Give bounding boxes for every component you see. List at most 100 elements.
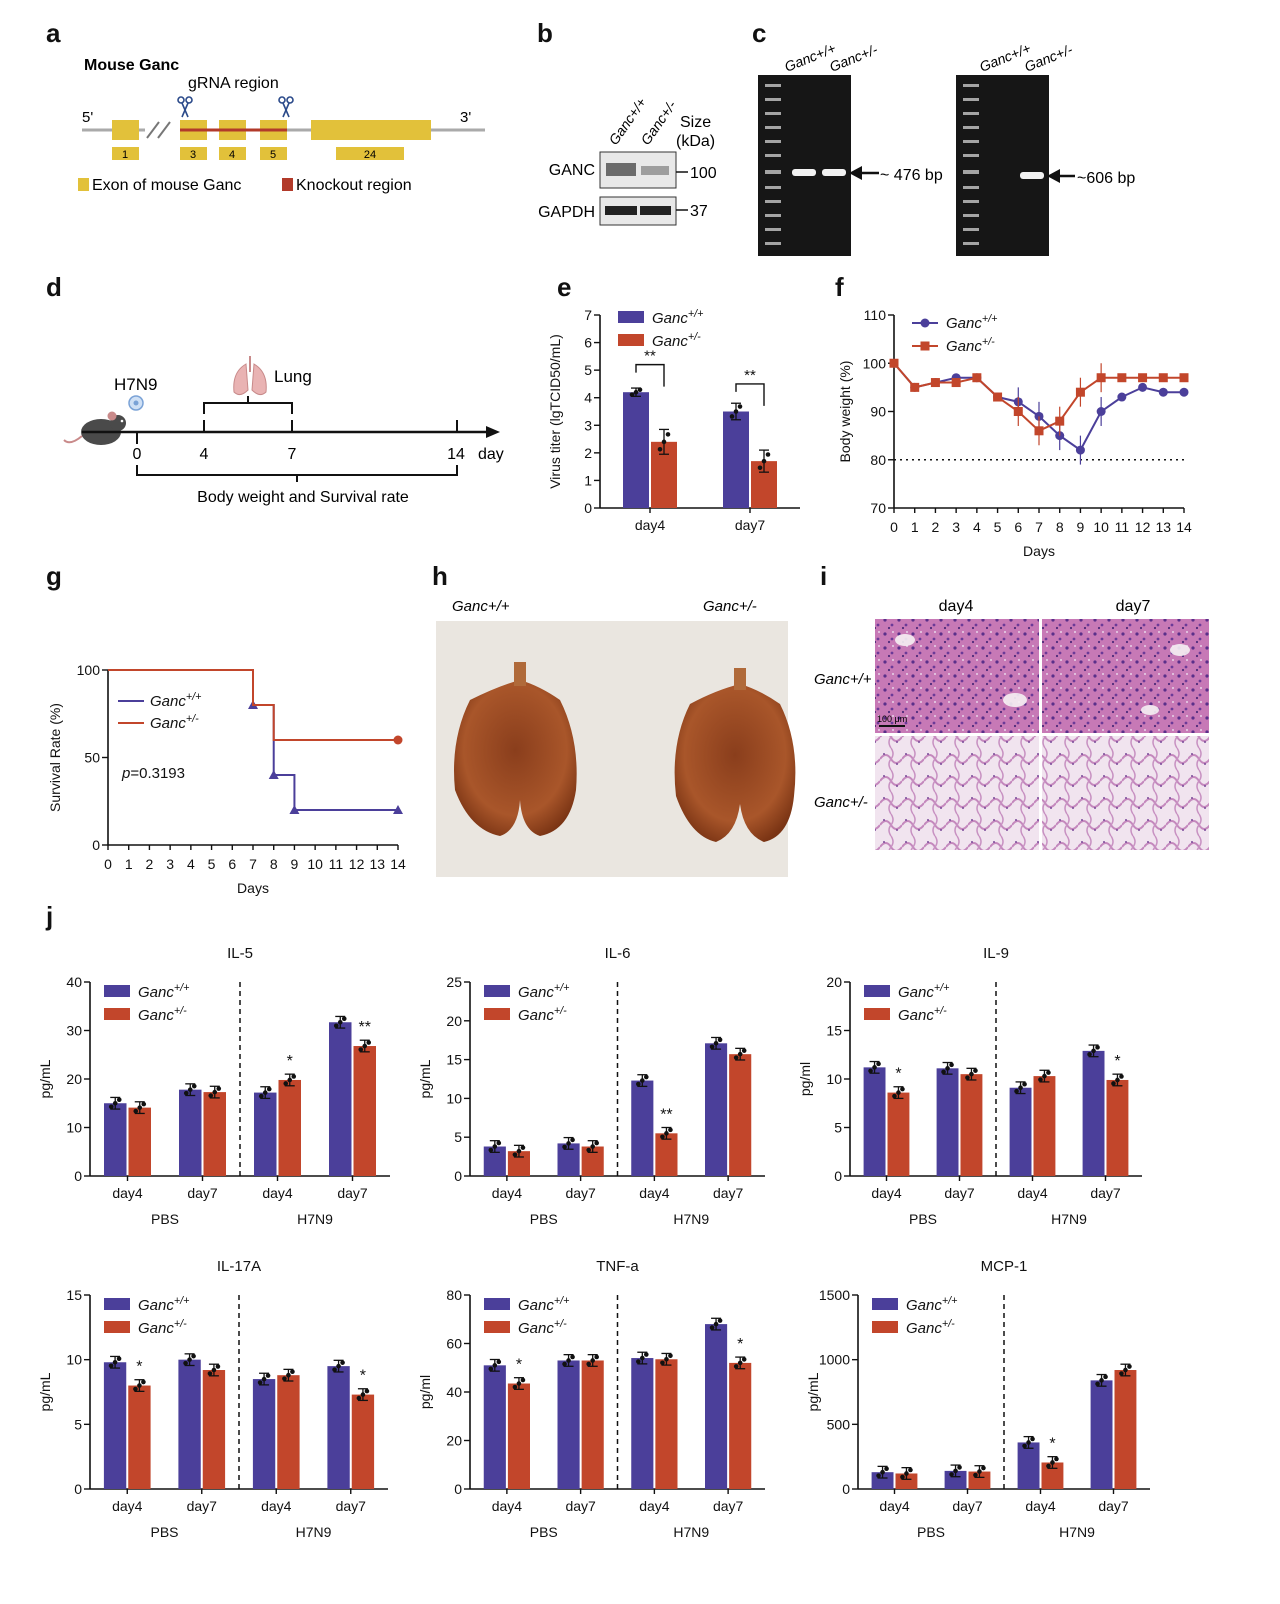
- panel-label-i: i: [820, 561, 827, 591]
- exon-number: 3: [190, 149, 196, 161]
- panel-h: Ganc+/+ Ganc+/-: [436, 598, 796, 877]
- y-tick-label: 15: [826, 1023, 842, 1039]
- data-point: [640, 1355, 645, 1361]
- legend-label-het: Ganc+/-: [150, 713, 199, 732]
- legend-swatch-wt: [104, 985, 130, 997]
- significance-bracket: [635, 363, 665, 387]
- data-point: [262, 1090, 268, 1095]
- legend-swatch-het: [104, 1008, 130, 1020]
- legend-swatch-wt: [864, 985, 890, 997]
- band-size-label: ~ 476 bp: [880, 167, 943, 184]
- x-tick-label: day7: [565, 1498, 596, 1514]
- data-point: [644, 1074, 649, 1080]
- data-point: [1111, 1081, 1116, 1086]
- data-point: [729, 414, 735, 419]
- x-tick-label: 12: [1135, 519, 1151, 535]
- data-point: [957, 1465, 962, 1470]
- data-point: [116, 1356, 122, 1362]
- histology-image: [1042, 619, 1209, 733]
- y-tick-label: 25: [446, 974, 462, 990]
- bar-het: [353, 1046, 376, 1176]
- data-point: [737, 1051, 743, 1057]
- x-tick-label: day7: [336, 1498, 367, 1514]
- legend-marker-wt: [920, 318, 930, 328]
- x-tick-label: day7: [713, 1498, 744, 1514]
- bar-wt: [483, 1146, 506, 1176]
- group-label: PBS: [151, 1211, 179, 1227]
- data-point: [868, 1068, 873, 1074]
- data-point: [717, 1037, 723, 1043]
- y-tick-label: 20: [446, 1013, 462, 1029]
- bar-het: [202, 1370, 226, 1489]
- y-axis-label: Body weight (%): [837, 361, 853, 463]
- bar-wt: [623, 392, 649, 508]
- x-tick-label: 12: [349, 856, 365, 872]
- x-tick-label: 9: [291, 856, 299, 872]
- x-tick-label: day4: [112, 1498, 143, 1514]
- data-point: [876, 1473, 881, 1478]
- panel-label-h: h: [432, 561, 448, 591]
- data-point: [133, 1386, 138, 1392]
- data-point: [208, 1093, 214, 1098]
- x-tick-label: day4: [1025, 1498, 1056, 1514]
- x-tick-label: 0: [104, 856, 112, 872]
- bar-wt: [103, 1362, 127, 1489]
- censor-marker: [289, 805, 300, 814]
- data-point: [981, 1465, 986, 1471]
- x-tick-label: 6: [228, 856, 236, 872]
- x-tick-label: day4: [639, 1498, 670, 1514]
- data-point: [586, 1361, 591, 1367]
- y-tick-label: 4: [584, 390, 592, 406]
- data-point: [633, 389, 639, 395]
- x-tick-label: 10: [307, 856, 323, 872]
- legend-swatch-het: [484, 1321, 510, 1333]
- data-point: [941, 1069, 946, 1075]
- bar-wt: [252, 1379, 276, 1489]
- significance-marker: *: [895, 1066, 901, 1083]
- bar-wt: [483, 1365, 506, 1489]
- bar-het: [278, 1079, 301, 1176]
- data-point: [1026, 1440, 1031, 1445]
- y-axis-label: pg/ml: [797, 1062, 813, 1096]
- significance-marker: *: [360, 1368, 366, 1385]
- y-tick-label: 0: [74, 1168, 82, 1184]
- legend-swatch-wt: [872, 1298, 898, 1310]
- legend-label-het: Ganc+/-: [518, 1318, 567, 1337]
- data-point: [362, 1043, 368, 1049]
- x-tick-label: day4: [261, 1498, 292, 1514]
- bar-wt: [1017, 1442, 1040, 1489]
- data-point: [261, 1376, 267, 1382]
- bar-wt: [863, 1067, 886, 1176]
- size-marker: 37: [690, 203, 708, 220]
- virus-titer-chart: 0 1 2 3 4 5 6 7 Virus titer (lgTCID50/mL) day4 day…: [547, 307, 800, 533]
- data-point: [283, 1081, 289, 1086]
- censor-marker: [393, 735, 403, 745]
- data-point: [889, 358, 899, 368]
- y-tick-label: 80: [870, 452, 886, 468]
- data-point: [896, 1090, 901, 1095]
- y-tick-label: 15: [66, 1287, 82, 1303]
- gel-lane-label: Ganc+/+: [782, 40, 838, 75]
- data-point: [1013, 407, 1023, 416]
- size-marker: 100: [690, 165, 717, 182]
- data-point: [492, 1144, 498, 1149]
- group-label: H7N9: [296, 1524, 332, 1540]
- bar-wt: [705, 1324, 728, 1489]
- data-point: [892, 1093, 897, 1099]
- data-point: [640, 1078, 645, 1083]
- x-tick-label: 2: [146, 856, 154, 872]
- data-point: [212, 1089, 218, 1095]
- data-point: [116, 1097, 122, 1103]
- y-tick-label: 20: [66, 1071, 82, 1087]
- bar-wt: [329, 1022, 352, 1176]
- data-point: [570, 1354, 575, 1360]
- data-point: [1018, 1085, 1023, 1091]
- censor-marker: [393, 805, 403, 814]
- protein-label: GAPDH: [538, 204, 595, 221]
- exon-number: 4: [229, 149, 235, 161]
- scale-bar-label: 100 μm: [877, 714, 907, 724]
- group-label: PBS: [150, 1524, 178, 1540]
- group-label: H7N9: [297, 1211, 333, 1227]
- data-point: [183, 1360, 188, 1366]
